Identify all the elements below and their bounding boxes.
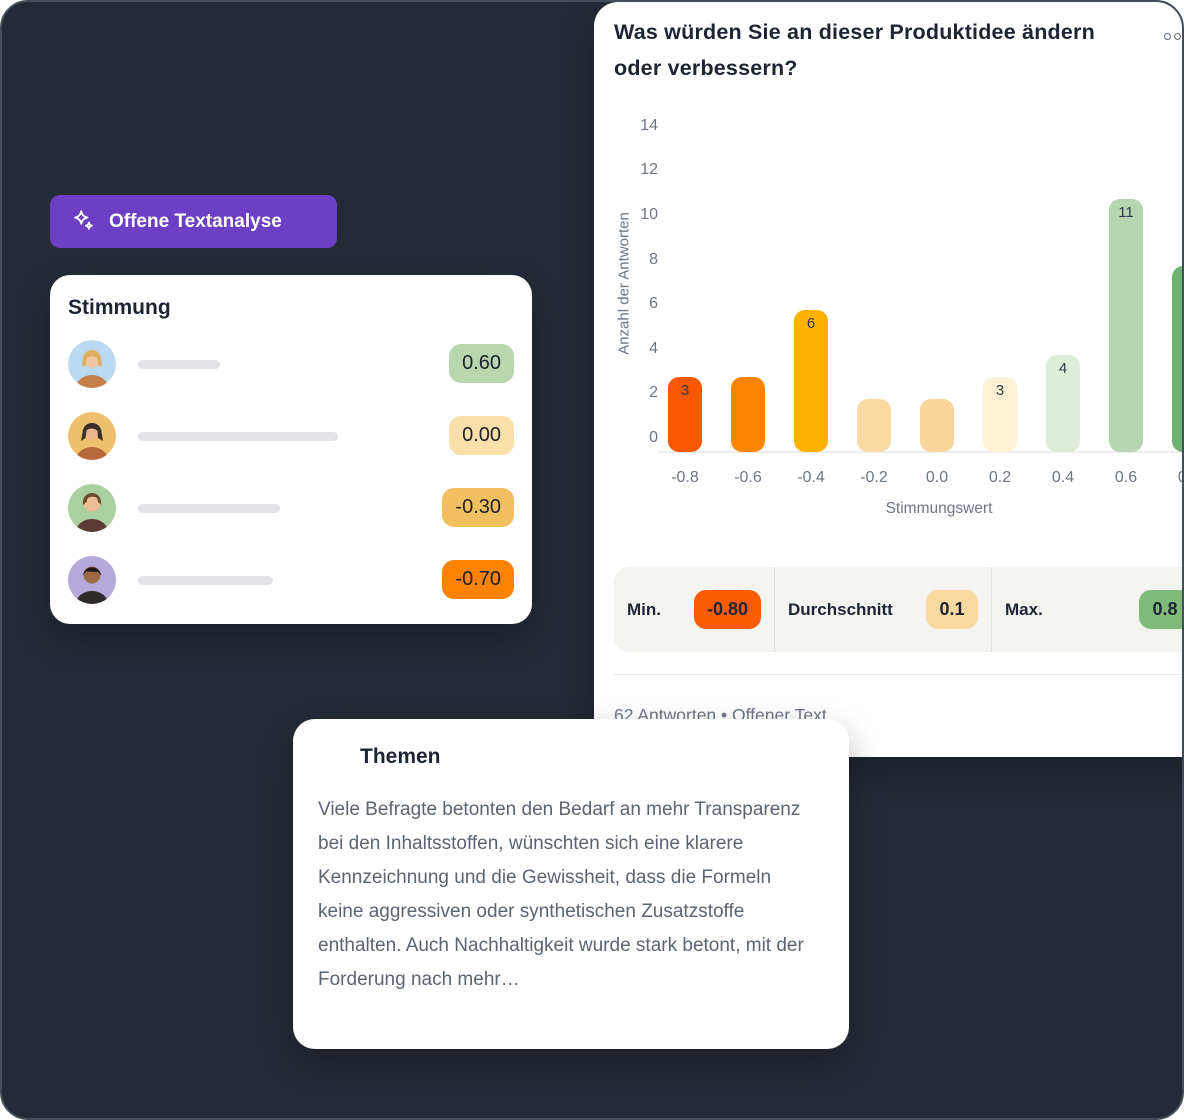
more-options-icon[interactable] <box>1164 33 1182 40</box>
x-axis-tick: 0.8 <box>1157 469 1182 487</box>
sentiment-score-badge: 0.60 <box>449 344 514 383</box>
y-axis-tick: 14 <box>640 116 658 134</box>
stat-max-label: Max. <box>1005 599 1043 619</box>
avatar <box>68 484 116 532</box>
stats-bar: Min. -0.80 Durchschnitt 0.1 Max. 0.8 <box>614 567 1182 652</box>
bar-0.6: 11 <box>1109 198 1143 452</box>
bar-value-label: 3 <box>680 382 690 400</box>
x-axis-tick: 0.2 <box>988 469 1012 486</box>
themes-card-title: Themen <box>360 745 441 768</box>
bar-value-label: 4 <box>1058 359 1068 377</box>
x-axis-label: Stimmungswert <box>885 500 993 517</box>
bar-0.0 <box>920 399 954 452</box>
sparkles-icon <box>70 208 97 235</box>
x-axis-line <box>658 451 1182 453</box>
sentiment-score-badge: -0.70 <box>442 560 514 599</box>
x-axis-tick: -0.4 <box>797 469 825 486</box>
y-axis-tick: 6 <box>649 295 658 313</box>
bar-0.8 <box>1172 265 1182 452</box>
stat-average: Durchschnitt 0.1 <box>775 567 992 652</box>
y-axis-tick: 8 <box>649 250 658 268</box>
bar-0.2: 3 <box>983 377 1017 452</box>
y-axis-tick: 0 <box>649 429 658 446</box>
bar-0.4: 4 <box>1046 354 1080 452</box>
name-placeholder <box>138 576 273 585</box>
stat-min: Min. -0.80 <box>614 567 775 652</box>
bar-value-label: 6 <box>806 315 816 333</box>
sentiment-row: 0.60 <box>68 340 514 388</box>
open-text-analysis-label: Offene Textanalyse <box>109 210 282 232</box>
stat-max-value: 0.8 <box>1139 590 1182 629</box>
sentiment-card: Stimmung 0.60 <box>50 275 532 624</box>
bar-value-label: 11 <box>1118 203 1134 221</box>
name-placeholder <box>138 504 280 513</box>
stat-min-label: Min. <box>627 599 661 619</box>
bar-value-label: 3 <box>995 382 1005 400</box>
bar--0.2 <box>857 399 891 452</box>
x-axis-tick: -0.6 <box>734 469 762 486</box>
sentiment-row: -0.70 <box>68 556 514 604</box>
x-axis-tick: 0.6 <box>1114 469 1138 486</box>
sentiment-row: 0.00 <box>68 412 514 460</box>
avatar <box>68 412 116 460</box>
y-axis-tick: 12 <box>640 161 658 179</box>
y-axis-tick: 4 <box>649 339 658 357</box>
divider <box>614 674 1182 675</box>
themes-summary-text: Viele Befragte betonten den Bedarf an me… <box>318 799 804 990</box>
x-axis-tick: -0.2 <box>860 469 888 486</box>
name-placeholder <box>138 432 338 441</box>
x-axis-tick: 0.0 <box>925 469 949 486</box>
chart-title: Was würden Sie an dieser Produktidee änd… <box>614 20 1095 80</box>
sentiment-row: -0.30 <box>68 484 514 532</box>
x-axis-tick: -0.8 <box>671 469 699 486</box>
chart-card: Was würden Sie an dieser Produktidee änd… <box>594 2 1182 757</box>
sentiment-card-title: Stimmung <box>68 296 171 319</box>
stat-max: Max. 0.8 <box>992 567 1182 652</box>
sentiment-score-badge: -0.30 <box>442 488 514 527</box>
x-axis-tick: 0.4 <box>1051 469 1075 486</box>
themes-card: Themen Viele Befragte betonten den Bedar… <box>293 719 849 1049</box>
name-placeholder <box>138 360 220 369</box>
avatar <box>68 340 116 388</box>
y-axis-tick: 2 <box>649 384 658 402</box>
sentiment-score-badge: 0.00 <box>449 416 514 455</box>
open-text-analysis-button[interactable]: Offene Textanalyse <box>50 195 337 248</box>
bar--0.6 <box>731 377 765 452</box>
avatar <box>68 556 116 604</box>
y-axis-tick: 10 <box>640 206 658 223</box>
stat-average-label: Durchschnitt <box>788 599 893 619</box>
bar--0.8: 3 <box>668 377 702 452</box>
bar--0.4: 6 <box>794 310 828 452</box>
stat-min-value: -0.80 <box>693 590 761 629</box>
stat-average-value: 0.1 <box>926 590 978 629</box>
